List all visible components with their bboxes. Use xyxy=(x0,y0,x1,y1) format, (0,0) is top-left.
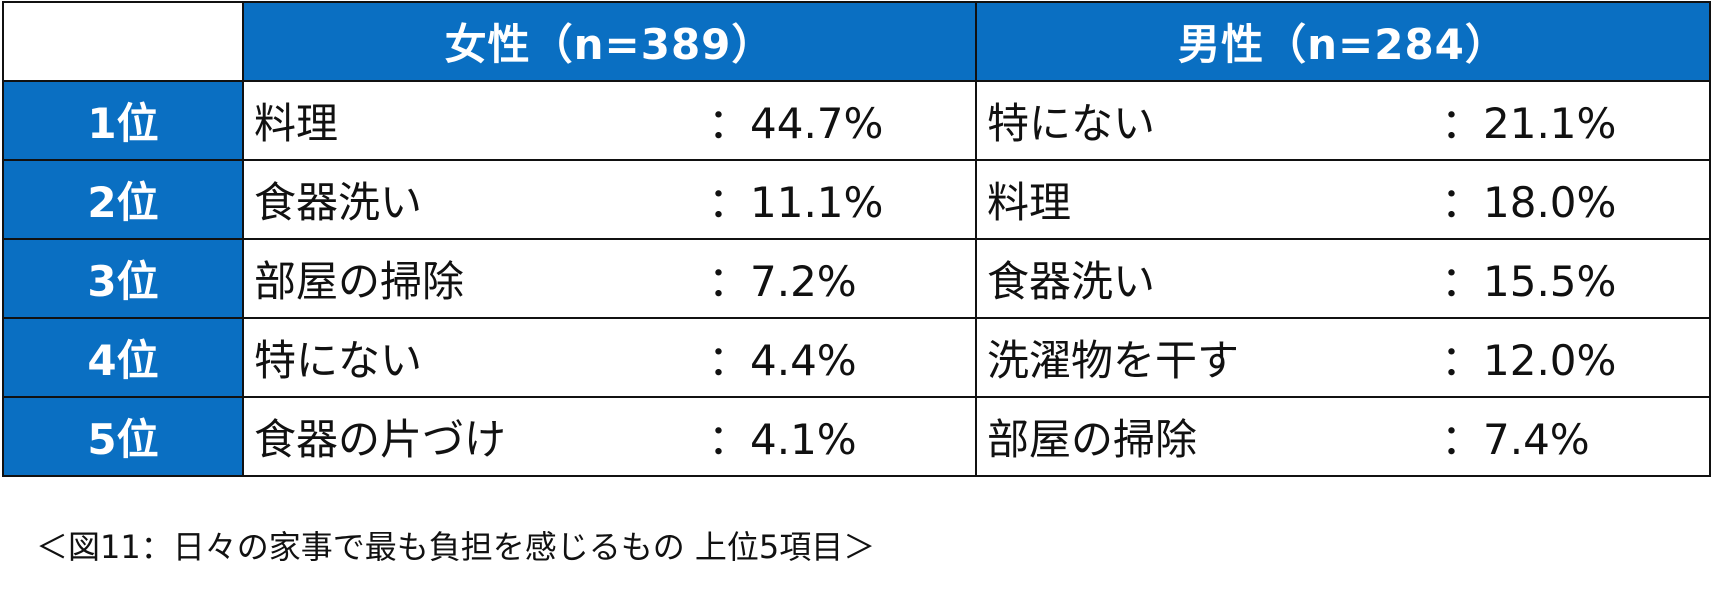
male-value: ：7.4% xyxy=(1441,396,1711,477)
male-value: ：12.0% xyxy=(1441,317,1711,398)
male-group-header: 男性（n=284） xyxy=(975,1,1711,82)
male-item: 食器洗い xyxy=(975,238,1442,319)
female-item: 食器の片づけ xyxy=(242,396,708,477)
rank-label: 3位 xyxy=(2,238,244,319)
female-item: 特にない xyxy=(242,317,708,398)
header-row: 女性（n=389） 男性（n=284） xyxy=(2,1,1711,82)
figure-caption: ＜図11：日々の家事で最も負担を感じるもの 上位5項目＞ xyxy=(36,528,876,566)
male-value: ：18.0% xyxy=(1441,159,1711,240)
female-value: ：4.4% xyxy=(708,317,978,398)
rank-label: 4位 xyxy=(2,317,244,398)
female-value: ：7.2% xyxy=(708,238,978,319)
female-value: ：44.7% xyxy=(708,80,978,161)
male-item: 部屋の掃除 xyxy=(975,396,1442,477)
corner-cell xyxy=(2,1,244,82)
table-row: 3位 部屋の掃除 ：7.2% 食器洗い ：15.5% xyxy=(2,238,1711,319)
male-value: ：15.5% xyxy=(1441,238,1711,319)
male-item: 特にない xyxy=(975,80,1442,161)
female-value: ：11.1% xyxy=(708,159,978,240)
female-item: 部屋の掃除 xyxy=(242,238,708,319)
female-group-header: 女性（n=389） xyxy=(241,1,978,82)
female-value: ：4.1% xyxy=(708,396,978,477)
ranking-table: 女性（n=389） 男性（n=284） 1位 料理 ：44.7% 特にない ：2… xyxy=(2,1,1711,477)
rank-label: 1位 xyxy=(2,80,244,161)
table-row: 5位 食器の片づけ ：4.1% 部屋の掃除 ：7.4% xyxy=(2,396,1711,477)
table-row: 1位 料理 ：44.7% 特にない ：21.1% xyxy=(2,80,1711,161)
rank-label: 5位 xyxy=(2,396,244,477)
male-item: 洗濯物を干す xyxy=(975,317,1442,398)
female-item: 料理 xyxy=(242,80,708,161)
female-item: 食器洗い xyxy=(242,159,708,240)
table-row: 2位 食器洗い ：11.1% 料理 ：18.0% xyxy=(2,159,1711,240)
table-row: 4位 特にない ：4.4% 洗濯物を干す ：12.0% xyxy=(2,317,1711,398)
rank-label: 2位 xyxy=(2,159,244,240)
male-value: ：21.1% xyxy=(1441,80,1711,161)
male-item: 料理 xyxy=(975,159,1442,240)
